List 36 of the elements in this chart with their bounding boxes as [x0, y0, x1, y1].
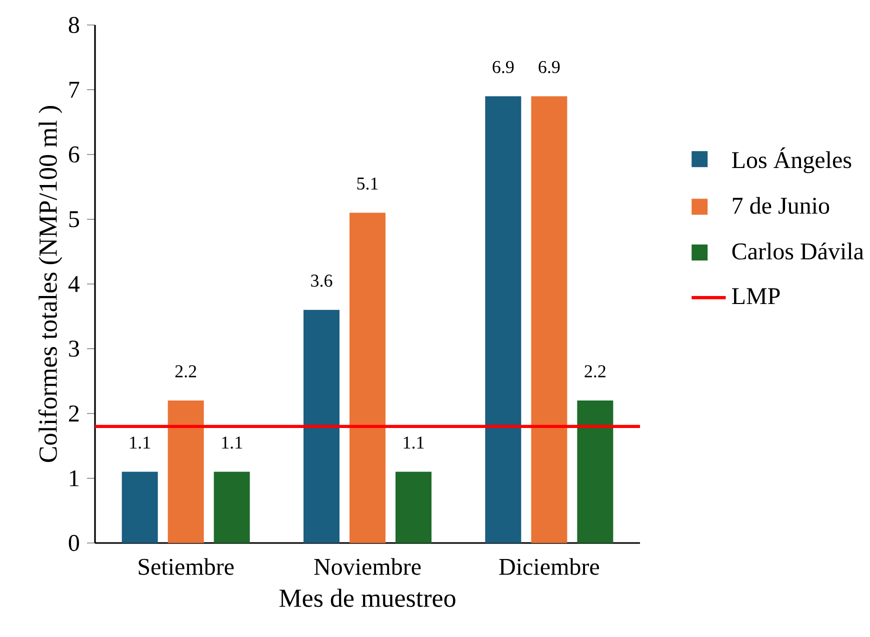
y-tick-label: 1: [70, 470, 79, 486]
data-label: 1.1: [222, 436, 242, 449]
x-tick-label: Setiembre: [138, 558, 234, 575]
data-label: 1.1: [130, 436, 150, 449]
y-tick-label: 0: [68, 534, 80, 552]
bar: [531, 96, 568, 543]
x-tick-label: Diciembre: [499, 558, 599, 575]
data-label: 1.1: [404, 436, 424, 449]
y-tick-label: 6: [68, 146, 80, 163]
data-label: 5.1: [357, 178, 378, 190]
y-tick-label: 5: [69, 211, 80, 228]
bar: [122, 472, 158, 543]
y-tick-label: 3: [69, 340, 80, 357]
bar: [485, 96, 522, 543]
legend-label: 7 de Junio: [732, 196, 830, 214]
y-tick-label: 4: [68, 276, 80, 292]
y-tick-label: 2: [69, 406, 79, 422]
bar: [396, 472, 432, 543]
legend-label: Carlos Dávila: [732, 242, 864, 260]
y-tick-label: 8: [68, 16, 80, 34]
legend-label: LMP: [732, 288, 780, 304]
legend-label: Los Ángeles: [732, 147, 852, 174]
data-label: 6.9: [538, 60, 560, 74]
x-axis-title: Mes de muestreo: [279, 588, 456, 607]
bar: [168, 400, 204, 543]
bar: [350, 212, 386, 543]
data-label: 2.2: [584, 365, 606, 378]
data-label: 6.9: [492, 60, 514, 74]
bar: [577, 400, 614, 543]
y-tick-label: 7: [70, 82, 80, 98]
y-axis-title: Coliformes totales (NMP/100 ml ): [38, 106, 62, 462]
x-tick-label: Noviembre: [314, 558, 421, 575]
data-label: 2.2: [175, 365, 196, 378]
bar: [214, 472, 250, 543]
data-label: 3.6: [311, 274, 332, 287]
bar: [304, 310, 340, 543]
